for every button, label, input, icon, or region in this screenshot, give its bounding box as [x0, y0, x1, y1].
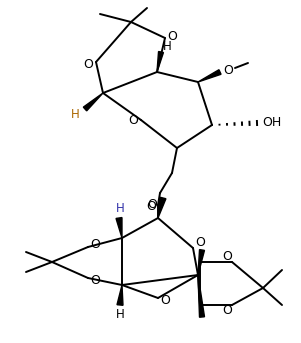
Text: O: O — [90, 273, 100, 286]
Text: O: O — [147, 199, 157, 212]
Polygon shape — [83, 93, 103, 111]
Text: H: H — [163, 39, 171, 52]
Text: H: H — [71, 108, 79, 121]
Text: O: O — [195, 237, 205, 249]
Text: H: H — [116, 202, 124, 215]
Text: O: O — [167, 29, 177, 43]
Text: O: O — [222, 304, 232, 317]
Polygon shape — [116, 217, 122, 238]
Text: OH: OH — [262, 117, 282, 130]
Polygon shape — [198, 70, 221, 82]
Polygon shape — [158, 197, 166, 218]
Polygon shape — [198, 250, 204, 275]
Text: O: O — [90, 238, 100, 251]
Text: H: H — [116, 308, 124, 320]
Text: O: O — [128, 114, 138, 127]
Polygon shape — [157, 51, 163, 72]
Text: O: O — [83, 58, 93, 71]
Text: O: O — [146, 201, 156, 213]
Text: O: O — [223, 63, 233, 76]
Text: O: O — [222, 250, 232, 263]
Polygon shape — [117, 285, 123, 305]
Text: O: O — [160, 294, 170, 307]
Polygon shape — [198, 275, 204, 317]
